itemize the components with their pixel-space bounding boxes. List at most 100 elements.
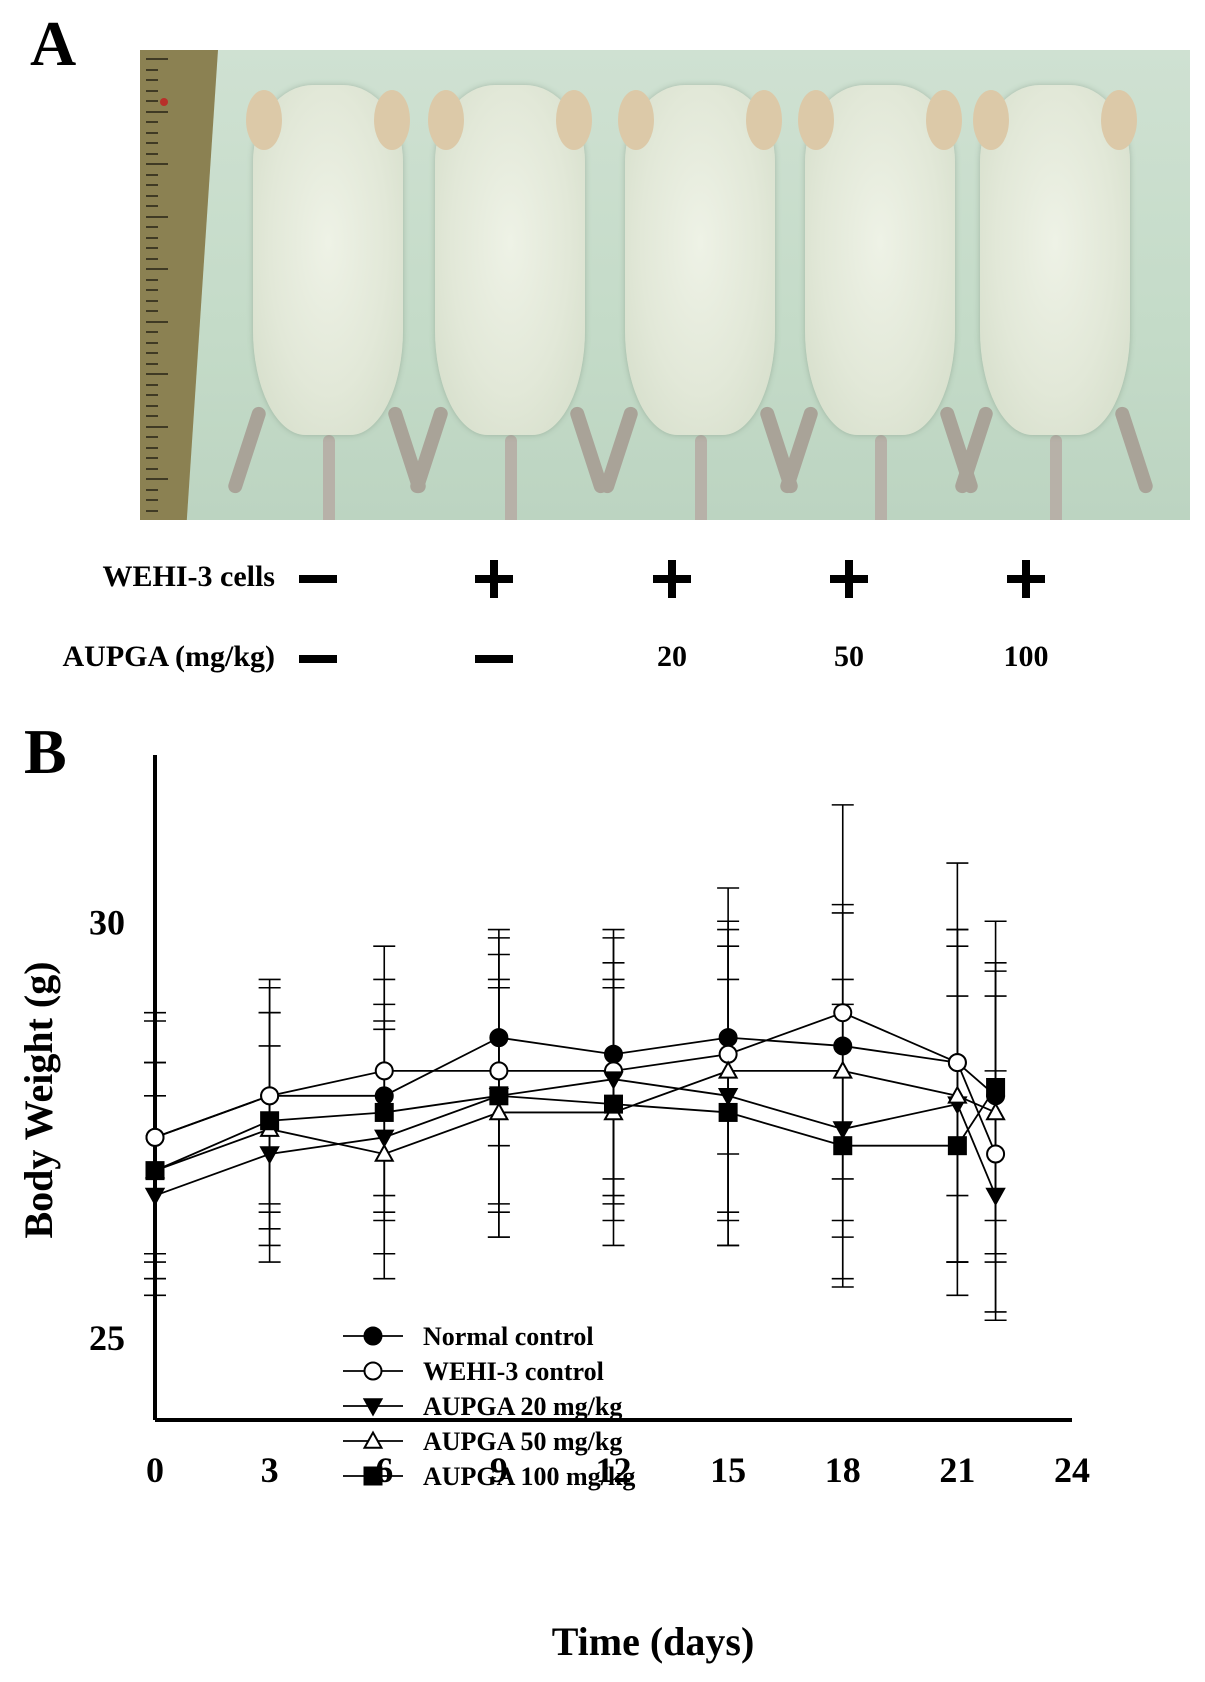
- ruler-tick: [146, 226, 158, 228]
- legend-entry: AUPGA 50 mg/kg: [343, 1427, 622, 1456]
- legend-entry: Normal control: [343, 1322, 594, 1351]
- chart-legend: Normal control WEHI-3 control AUPGA 20 mg/…: [343, 1322, 635, 1491]
- ruler-tick: [146, 425, 168, 428]
- data-point: [985, 1187, 1006, 1207]
- ruler-tick: [146, 415, 158, 417]
- legend-label: WEHI-3 control: [423, 1357, 604, 1386]
- ruler-tick: [146, 163, 168, 165]
- plus-sign: [454, 560, 534, 598]
- legend-entry: WEHI-3 control: [343, 1357, 604, 1386]
- mouse-arm: [374, 90, 410, 150]
- series-line: [154, 1087, 997, 1172]
- data-point: [718, 1102, 738, 1122]
- ruler-tick: [146, 79, 158, 81]
- ruler-tick: [146, 247, 158, 249]
- data-point: [832, 1060, 853, 1079]
- mouse-2: [408, 75, 610, 520]
- x-tick-label: 12: [596, 1450, 632, 1490]
- legend-label: AUPGA 100 mg/kg: [423, 1462, 635, 1491]
- wehi-row-label: WEHI-3 cells: [102, 560, 276, 593]
- panel-a-label: A: [30, 8, 77, 79]
- x-tick-label: 21: [939, 1450, 975, 1490]
- ruler-tick: [146, 278, 158, 281]
- data-point: [985, 1101, 1006, 1121]
- ruler-tick: [146, 68, 158, 71]
- ruler-tick: [146, 478, 168, 480]
- y-tick-label: 30: [89, 902, 125, 942]
- data-point: [947, 1136, 967, 1156]
- ruler-tick: [146, 289, 158, 291]
- data-point: [374, 1086, 394, 1106]
- ruler-tick: [146, 467, 158, 470]
- data-point: [374, 1102, 394, 1122]
- ruler-tick: [146, 100, 158, 102]
- ruler-tick: [146, 268, 168, 270]
- mouse-4: [778, 75, 980, 520]
- data-point: [832, 1121, 853, 1140]
- ruler-tick: [146, 373, 168, 375]
- data-point: [260, 1111, 280, 1131]
- data-point: [833, 1036, 853, 1056]
- ruler-tick: [146, 131, 158, 134]
- mouse-arm: [246, 90, 282, 150]
- legend-entry: AUPGA 20 mg/kg: [343, 1392, 622, 1421]
- ruler-tick: [146, 173, 158, 176]
- data-point: [363, 1326, 383, 1346]
- panel-b-label: B: [24, 716, 67, 787]
- ruler-tick: [146, 215, 168, 218]
- data-point: [833, 1003, 853, 1023]
- ruler-tick: [146, 184, 158, 186]
- ruler-tick: [146, 310, 158, 312]
- ruler-mark: [160, 98, 168, 106]
- ruler-tick: [146, 299, 158, 302]
- ruler-tick: [146, 383, 158, 386]
- dose-value: 20: [657, 640, 687, 673]
- legend-label: Normal control: [423, 1322, 594, 1351]
- dose-value: 100: [1003, 640, 1049, 673]
- data-point: [363, 1466, 383, 1486]
- x-tick-label: 9: [490, 1450, 508, 1490]
- ruler-tick: [146, 205, 158, 207]
- mouse-arm: [1101, 90, 1137, 150]
- ruler-tick: [146, 236, 158, 239]
- x-axis-title: Time (days): [552, 1619, 755, 1664]
- data-point: [362, 1430, 384, 1449]
- data-point: [145, 1127, 165, 1147]
- mouse-body: [625, 85, 775, 435]
- x-tick-label: 0: [146, 1450, 164, 1490]
- aupga-row-label: AUPGA (mg/kg): [62, 640, 276, 673]
- mouse-tail: [505, 435, 517, 520]
- minus-sign: [454, 646, 534, 670]
- data-point: [259, 1146, 280, 1165]
- ruler-tick: [146, 152, 158, 155]
- mice-photo: [140, 50, 1190, 520]
- data-point: [363, 1361, 383, 1381]
- data-point: [489, 1028, 509, 1048]
- mouse-5: [953, 75, 1155, 520]
- ruler-tick: [146, 121, 158, 123]
- data-point: [144, 1187, 166, 1207]
- data-point: [717, 1088, 739, 1107]
- data-point: [717, 1060, 739, 1079]
- ruler-tick: [146, 89, 158, 92]
- data-point: [947, 1053, 967, 1073]
- mouse-arm: [926, 90, 962, 150]
- ruler-tick: [146, 341, 158, 344]
- mouse-tail: [875, 435, 887, 520]
- error-bars: [144, 804, 1007, 1322]
- y-axis-title: Body Weight (g): [16, 961, 61, 1238]
- data-point: [718, 1044, 738, 1064]
- plus-sign: [986, 560, 1066, 598]
- data-point: [260, 1086, 280, 1106]
- data-point: [603, 1071, 624, 1090]
- series-markers: [144, 1003, 1006, 1207]
- data-point: [374, 1129, 395, 1148]
- data-point: [833, 1136, 853, 1156]
- mouse-arm: [973, 90, 1009, 150]
- y-tick-label: 25: [89, 1318, 125, 1358]
- x-tick-label: 18: [825, 1450, 861, 1490]
- mouse-arm: [556, 90, 592, 150]
- ruler-tick: [146, 352, 158, 354]
